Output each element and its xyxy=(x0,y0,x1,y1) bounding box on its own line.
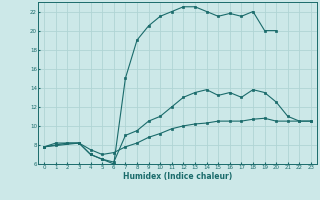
X-axis label: Humidex (Indice chaleur): Humidex (Indice chaleur) xyxy=(123,172,232,181)
